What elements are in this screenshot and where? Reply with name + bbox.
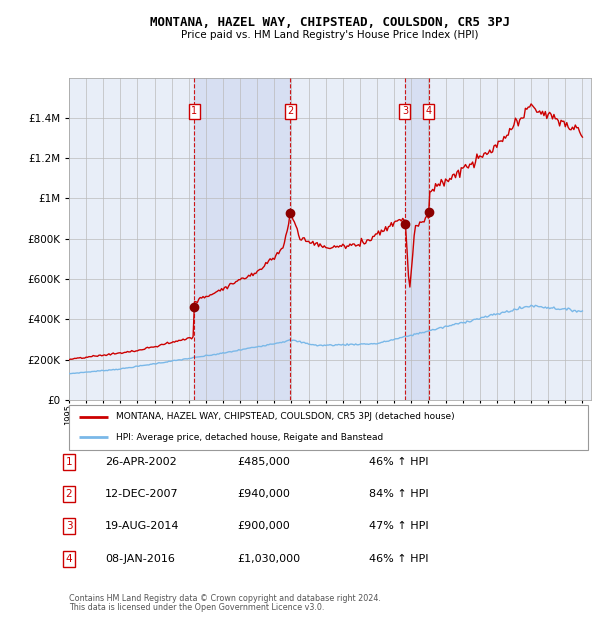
Text: £900,000: £900,000 — [237, 521, 290, 531]
Text: 4: 4 — [65, 554, 73, 564]
Text: Price paid vs. HM Land Registry's House Price Index (HPI): Price paid vs. HM Land Registry's House … — [181, 30, 479, 40]
Text: HPI: Average price, detached house, Reigate and Banstead: HPI: Average price, detached house, Reig… — [116, 433, 383, 442]
Text: Contains HM Land Registry data © Crown copyright and database right 2024.: Contains HM Land Registry data © Crown c… — [69, 593, 381, 603]
Bar — [405, 78, 429, 400]
Text: 2: 2 — [287, 107, 293, 117]
Text: This data is licensed under the Open Government Licence v3.0.: This data is licensed under the Open Gov… — [69, 603, 325, 612]
Text: 3: 3 — [402, 107, 408, 117]
Text: 46% ↑ HPI: 46% ↑ HPI — [369, 457, 428, 467]
Text: 08-JAN-2016: 08-JAN-2016 — [105, 554, 175, 564]
FancyBboxPatch shape — [69, 405, 588, 450]
Text: MONTANA, HAZEL WAY, CHIPSTEAD, COULSDON, CR5 3PJ: MONTANA, HAZEL WAY, CHIPSTEAD, COULSDON,… — [150, 16, 510, 29]
Text: 3: 3 — [65, 521, 73, 531]
Text: 1: 1 — [65, 457, 73, 467]
Text: 26-APR-2002: 26-APR-2002 — [105, 457, 177, 467]
Text: 19-AUG-2014: 19-AUG-2014 — [105, 521, 179, 531]
Text: 2: 2 — [65, 489, 73, 499]
Text: 84% ↑ HPI: 84% ↑ HPI — [369, 489, 428, 499]
Text: £485,000: £485,000 — [237, 457, 290, 467]
Text: £940,000: £940,000 — [237, 489, 290, 499]
Text: 46% ↑ HPI: 46% ↑ HPI — [369, 554, 428, 564]
Text: 12-DEC-2007: 12-DEC-2007 — [105, 489, 179, 499]
Bar — [194, 78, 290, 400]
Text: 4: 4 — [425, 107, 432, 117]
Text: MONTANA, HAZEL WAY, CHIPSTEAD, COULSDON, CR5 3PJ (detached house): MONTANA, HAZEL WAY, CHIPSTEAD, COULSDON,… — [116, 412, 454, 422]
Text: 1: 1 — [191, 107, 197, 117]
Text: 47% ↑ HPI: 47% ↑ HPI — [369, 521, 428, 531]
Text: £1,030,000: £1,030,000 — [237, 554, 300, 564]
